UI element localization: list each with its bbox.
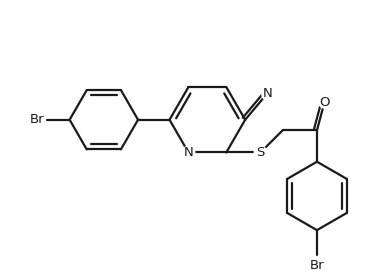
Text: S: S xyxy=(256,146,265,159)
Text: Br: Br xyxy=(310,259,324,271)
Text: N: N xyxy=(262,87,272,100)
Text: Br: Br xyxy=(30,113,44,126)
Text: O: O xyxy=(319,96,330,109)
Text: N: N xyxy=(184,146,193,159)
